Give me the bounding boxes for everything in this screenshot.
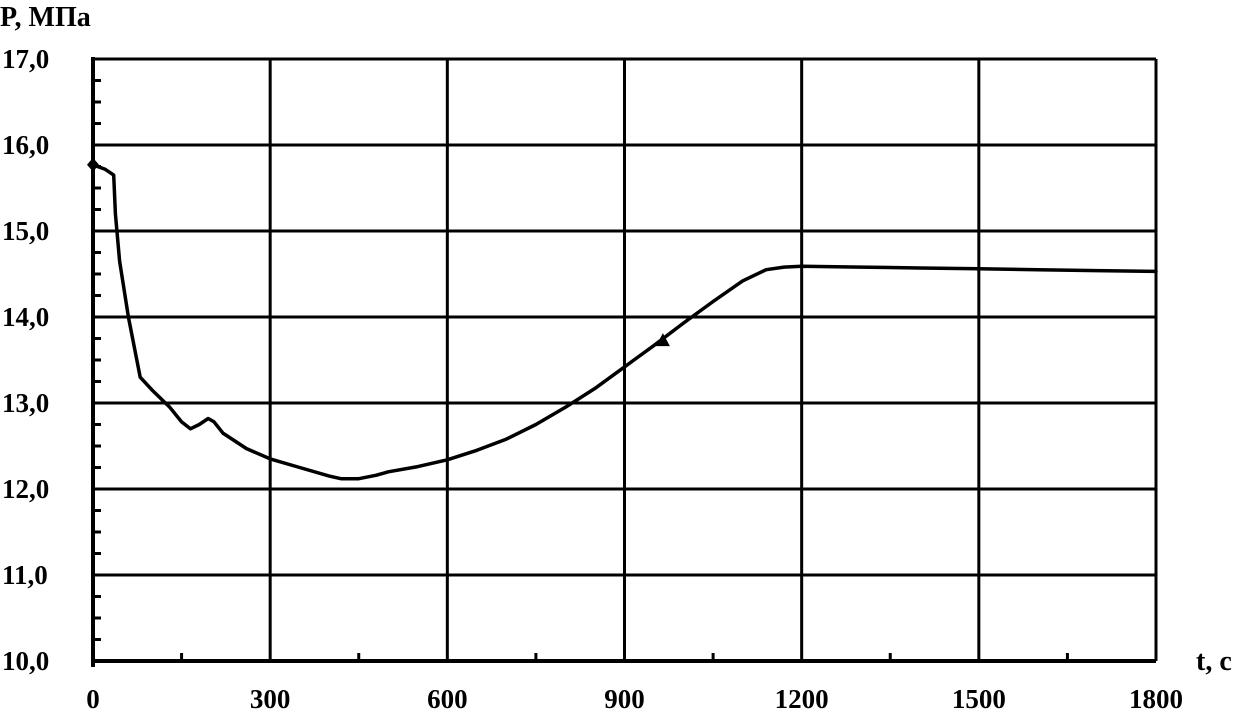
- data-point: [207, 417, 209, 420]
- data-point: [213, 421, 215, 423]
- minor-tick-layer: [93, 79, 1069, 661]
- data-point: [340, 477, 342, 480]
- data-point: [623, 366, 626, 368]
- y-tick-label: 13,0: [2, 388, 49, 418]
- data-point: [783, 266, 785, 268]
- series-layer: [87, 157, 1158, 481]
- y-tick-label: 10,0: [2, 646, 49, 676]
- data-point: [357, 477, 360, 480]
- data-point: [712, 300, 714, 303]
- series-line-0: [91, 163, 1158, 481]
- data-point: [245, 447, 248, 450]
- data-point: [112, 174, 115, 176]
- data-point: [505, 438, 508, 440]
- data-point: [859, 266, 862, 268]
- data-point: [118, 260, 121, 262]
- data-point: [741, 280, 744, 282]
- x-tick-label: 600: [427, 684, 468, 713]
- x-tick-label: 1200: [775, 684, 829, 713]
- data-point: [476, 449, 478, 452]
- data-point: [222, 432, 224, 434]
- y-tick-label: 17,0: [2, 44, 49, 74]
- data-point: [564, 406, 567, 409]
- data-point: [1096, 269, 1098, 272]
- data-point: [328, 475, 331, 477]
- data-point: [800, 265, 803, 268]
- tick-label-layer: 10,0 11,0 12,0 13,0 14,0 15,0 16,0 17,0 0 300 600 9…: [2, 44, 1183, 713]
- data-point: [104, 168, 106, 170]
- x-tick-label: 1500: [952, 684, 1006, 713]
- x-tick-label: 1800: [1129, 684, 1183, 713]
- data-point: [298, 466, 301, 469]
- data-point: [139, 376, 142, 379]
- data-point: [918, 267, 921, 269]
- data-point: [189, 428, 192, 430]
- data-point: [682, 322, 685, 324]
- y-tick-label: 16,0: [2, 130, 49, 160]
- data-point: [375, 474, 378, 477]
- data-point: [417, 465, 419, 468]
- y-tick-label: 14,0: [2, 302, 49, 332]
- data-point: [535, 423, 537, 426]
- data-point: [387, 471, 390, 473]
- x-tick-label: 300: [250, 684, 291, 713]
- data-point: [151, 389, 153, 391]
- data-point: [198, 423, 201, 426]
- data-point: [127, 316, 130, 318]
- data-point: [180, 421, 183, 423]
- start-marker: [87, 157, 99, 172]
- x-axis-label: t, c: [1196, 646, 1232, 677]
- data-point: [978, 268, 980, 270]
- data-point: [446, 458, 449, 461]
- data-point: [114, 213, 117, 215]
- y-tick-label: 12,0: [2, 474, 49, 504]
- data-point: [1155, 270, 1157, 273]
- data-point: [765, 268, 768, 271]
- data-point: [1037, 268, 1039, 271]
- x-tick-label: 900: [604, 684, 645, 713]
- data-point: [594, 387, 596, 390]
- y-tick-label: 11,0: [2, 560, 48, 590]
- y-axis-label: P, МПа: [0, 2, 91, 33]
- triangle-marker: [655, 333, 670, 347]
- grid-layer: [91, 57, 1158, 667]
- x-tick-label: 0: [86, 684, 100, 713]
- data-point: [269, 458, 271, 460]
- data-point: [168, 406, 171, 409]
- y-tick-label: 15,0: [2, 216, 49, 246]
- data-point: [653, 344, 655, 347]
